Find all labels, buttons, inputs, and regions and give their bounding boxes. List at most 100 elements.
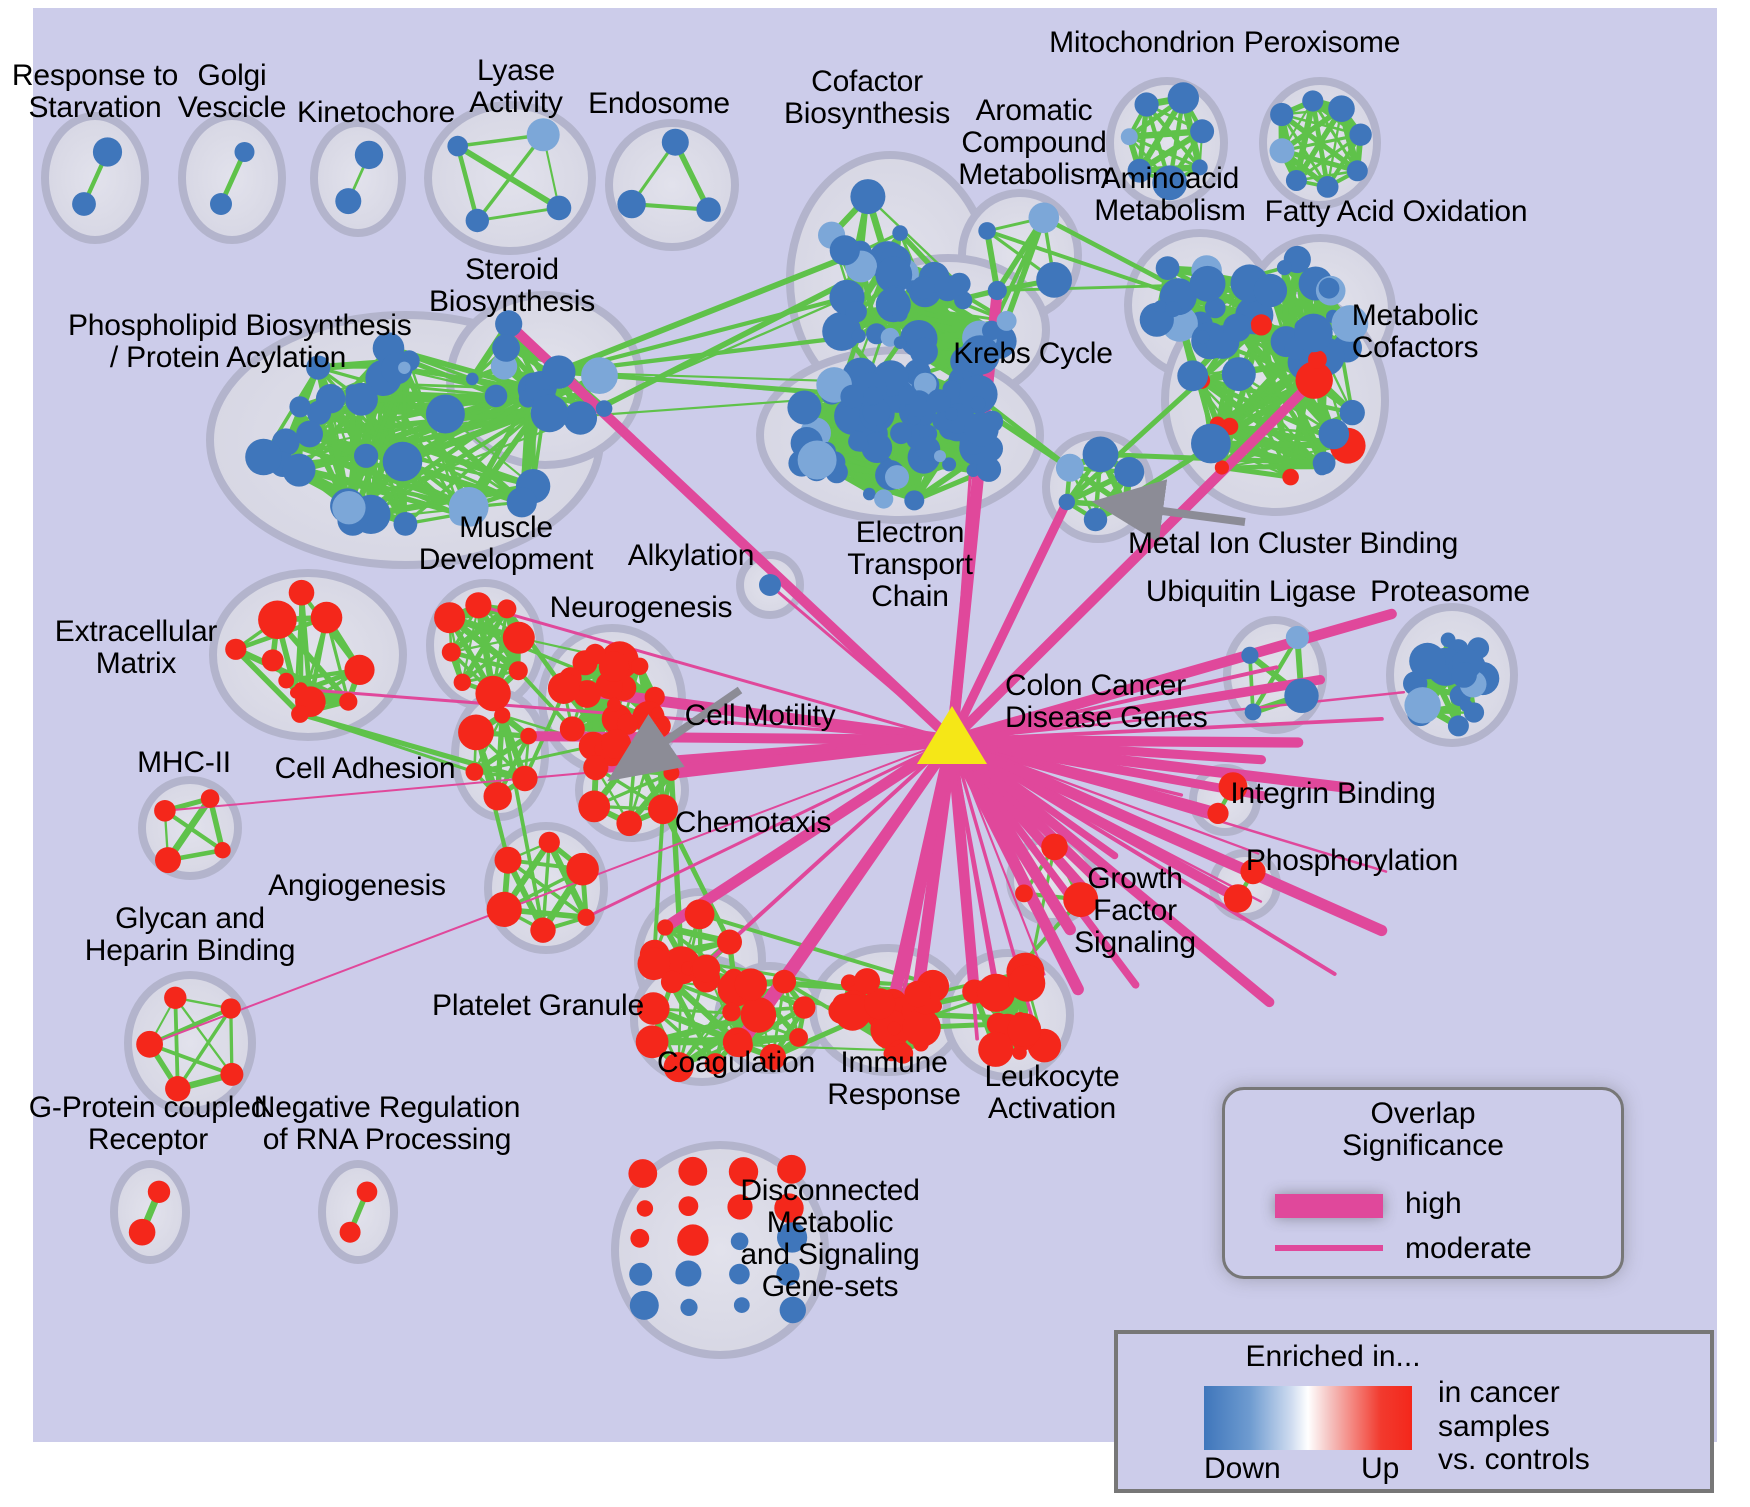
gene-set-node[interactable]: [483, 782, 512, 811]
gene-set-node[interactable]: [1302, 90, 1324, 112]
gene-set-node[interactable]: [288, 579, 315, 606]
gene-set-node[interactable]: [1114, 457, 1145, 487]
gene-set-node[interactable]: [850, 179, 886, 215]
gene-set-node[interactable]: [601, 729, 632, 759]
gene-set-node[interactable]: [628, 1159, 658, 1188]
gene-set-node[interactable]: [1139, 302, 1174, 337]
gene-set-node[interactable]: [164, 986, 187, 1009]
gene-set-node[interactable]: [678, 1156, 708, 1186]
gene-set-node[interactable]: [631, 657, 649, 675]
gene-set-node[interactable]: [393, 512, 418, 536]
gene-set-node[interactable]: [559, 716, 585, 742]
gene-set-node[interactable]: [986, 1012, 1010, 1036]
gene-set-node[interactable]: [278, 672, 295, 689]
gene-set-node[interactable]: [261, 649, 284, 672]
gene-set-node[interactable]: [291, 705, 309, 723]
gene-set-node[interactable]: [1082, 436, 1119, 473]
gene-set-node[interactable]: [678, 1196, 699, 1216]
gene-set-node[interactable]: [398, 361, 411, 374]
gene-set-node[interactable]: [563, 401, 598, 435]
gene-set-node[interactable]: [987, 280, 1007, 301]
gene-set-node[interactable]: [1207, 802, 1229, 825]
gene-set-node[interactable]: [740, 997, 777, 1033]
gene-set-node[interactable]: [508, 661, 528, 681]
gene-set-node[interactable]: [306, 355, 331, 380]
gene-set-node[interactable]: [1058, 493, 1076, 511]
gene-set-node[interactable]: [296, 420, 323, 448]
gene-set-node[interactable]: [526, 118, 560, 152]
gene-set-node[interactable]: [904, 490, 925, 511]
gene-set-node[interactable]: [1191, 159, 1208, 176]
gene-set-node[interactable]: [942, 457, 957, 472]
gene-set-node[interactable]: [546, 195, 572, 221]
gene-set-node[interactable]: [538, 831, 560, 853]
gene-set-node[interactable]: [851, 328, 866, 343]
gene-set-node[interactable]: [1349, 123, 1372, 146]
gene-set-node[interactable]: [465, 208, 489, 233]
gene-set-node[interactable]: [1152, 165, 1188, 201]
gene-set-node[interactable]: [92, 137, 123, 167]
gene-set-node[interactable]: [289, 396, 311, 418]
gene-set-node[interactable]: [497, 599, 517, 619]
gene-set-node[interactable]: [595, 400, 613, 417]
gene-set-node[interactable]: [978, 222, 996, 240]
gene-set-node[interactable]: [1190, 119, 1215, 144]
gene-set-node[interactable]: [200, 789, 220, 808]
gene-set-node[interactable]: [875, 256, 913, 294]
gene-set-node[interactable]: [1253, 273, 1288, 308]
gene-set-node[interactable]: [512, 765, 538, 792]
gene-set-node[interactable]: [486, 891, 522, 928]
gene-set-node[interactable]: [1007, 1013, 1042, 1047]
gene-set-node[interactable]: [1409, 642, 1446, 680]
gene-set-node[interactable]: [717, 929, 742, 955]
gene-set-node[interactable]: [165, 1076, 191, 1102]
gene-set-node[interactable]: [890, 422, 912, 445]
gene-set-node[interactable]: [1284, 678, 1319, 713]
gene-set-node[interactable]: [727, 1194, 753, 1220]
gene-set-node[interactable]: [1114, 494, 1137, 518]
gene-set-node[interactable]: [637, 947, 671, 981]
gene-set-node[interactable]: [494, 707, 511, 724]
gene-set-node[interactable]: [885, 465, 909, 490]
gene-set-node[interactable]: [1270, 102, 1294, 127]
gene-set-node[interactable]: [1294, 313, 1333, 353]
disease-hub-node[interactable]: [917, 706, 987, 764]
gene-set-node[interactable]: [530, 917, 556, 943]
gene-set-node[interactable]: [779, 1296, 806, 1324]
gene-set-node[interactable]: [617, 189, 646, 219]
gene-set-node[interactable]: [964, 412, 999, 447]
gene-set-node[interactable]: [598, 651, 630, 682]
gene-set-node[interactable]: [530, 394, 569, 433]
gene-set-node[interactable]: [1189, 265, 1226, 302]
gene-set-node[interactable]: [1269, 138, 1295, 164]
gene-set-node[interactable]: [356, 1181, 378, 1203]
gene-set-node[interactable]: [1167, 82, 1200, 114]
gene-set-node[interactable]: [1328, 95, 1355, 122]
gene-set-node[interactable]: [891, 306, 908, 322]
gene-set-node[interactable]: [874, 489, 894, 509]
gene-set-node[interactable]: [475, 675, 511, 712]
gene-set-node[interactable]: [863, 487, 876, 501]
gene-set-node[interactable]: [1063, 882, 1099, 918]
gene-set-node[interactable]: [1295, 361, 1333, 399]
gene-set-node[interactable]: [834, 994, 871, 1031]
gene-set-node[interactable]: [1463, 702, 1485, 723]
gene-set-node[interactable]: [774, 1193, 804, 1223]
gene-set-node[interactable]: [822, 311, 862, 351]
cluster-halo[interactable]: [611, 1141, 829, 1359]
gene-set-node[interactable]: [335, 188, 362, 215]
gene-set-node[interactable]: [520, 727, 537, 745]
gene-set-node[interactable]: [954, 291, 973, 310]
gene-set-node[interactable]: [759, 1043, 787, 1071]
gene-set-node[interactable]: [1240, 859, 1266, 885]
gene-set-node[interactable]: [382, 441, 423, 482]
gene-set-node[interactable]: [913, 372, 937, 396]
gene-set-node[interactable]: [777, 1154, 806, 1184]
gene-set-node[interactable]: [502, 621, 535, 654]
gene-set-node[interactable]: [1218, 772, 1248, 801]
gene-set-node[interactable]: [573, 680, 601, 708]
gene-set-node[interactable]: [976, 973, 1016, 1012]
gene-set-node[interactable]: [1282, 468, 1299, 486]
gene-set-node[interactable]: [72, 192, 96, 216]
gene-set-node[interactable]: [344, 654, 375, 686]
